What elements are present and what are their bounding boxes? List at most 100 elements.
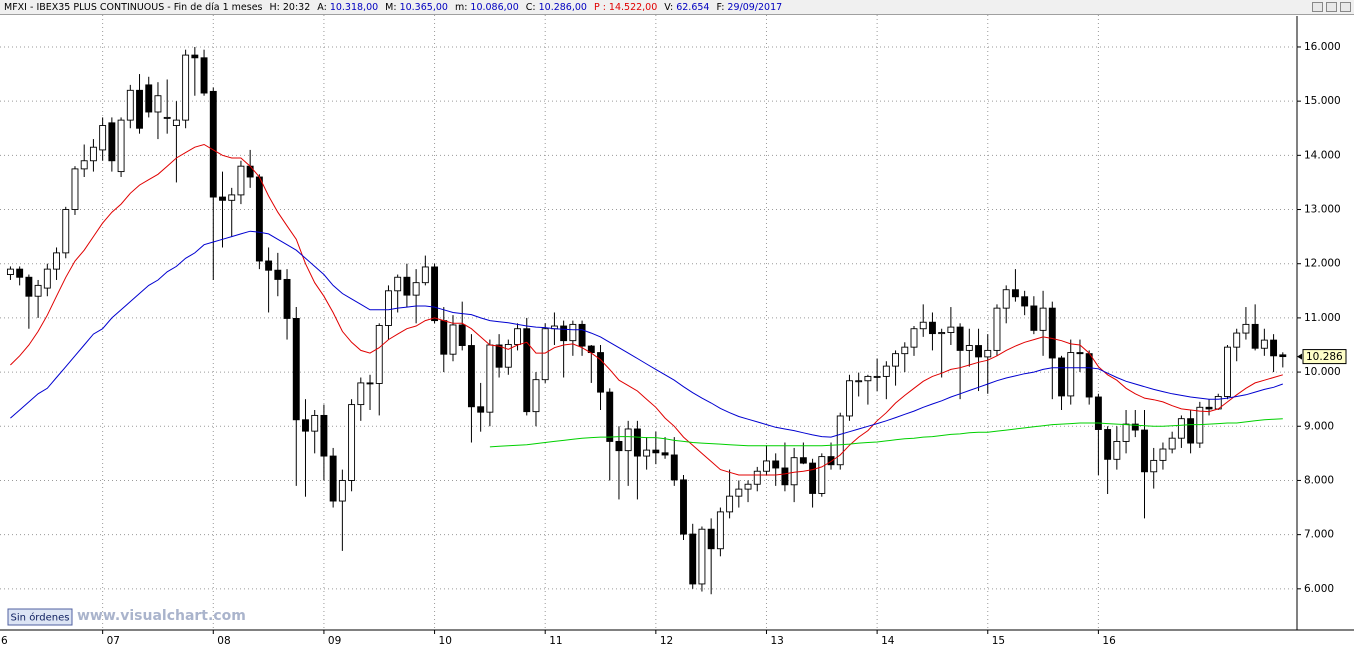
candle-body bbox=[99, 125, 107, 151]
candle-body bbox=[366, 382, 374, 385]
last-price-box bbox=[1302, 349, 1347, 365]
candle-body bbox=[219, 196, 226, 201]
candle-body bbox=[6, 268, 14, 275]
x-tick-label: 08 bbox=[217, 635, 230, 647]
maximize-button[interactable] bbox=[1326, 2, 1337, 12]
indicator-line bbox=[10, 143, 1283, 476]
candle-body bbox=[329, 455, 337, 502]
candle-body bbox=[523, 328, 531, 413]
candle-body bbox=[80, 160, 88, 170]
candle-body bbox=[1011, 289, 1019, 298]
x-tick-label: 15 bbox=[992, 635, 1005, 647]
candle-body bbox=[274, 269, 282, 280]
candle-body bbox=[790, 457, 798, 486]
candle-body bbox=[569, 323, 577, 342]
orders-button[interactable] bbox=[7, 608, 73, 626]
candle-body bbox=[458, 324, 466, 346]
header-title: MFXI - IBEX35 PLUS CONTINUOUS - Fin de d… bbox=[4, 2, 263, 13]
candle-body bbox=[633, 428, 641, 457]
candle-body bbox=[1196, 406, 1204, 444]
candle-body bbox=[43, 268, 51, 289]
candle-body bbox=[532, 379, 540, 413]
candle-body bbox=[1122, 423, 1130, 442]
candle-body bbox=[504, 343, 512, 368]
orders-button-label[interactable]: Sin órdenes bbox=[11, 612, 70, 624]
candle-body bbox=[1131, 423, 1139, 431]
candle-body bbox=[956, 326, 964, 351]
candle-body bbox=[910, 328, 918, 348]
candle-body bbox=[200, 57, 208, 94]
last-price-arrow bbox=[1297, 353, 1302, 360]
field-value: 62.654 bbox=[676, 2, 710, 13]
header-field: P :14.522,00 bbox=[594, 2, 657, 13]
candle-body bbox=[809, 462, 817, 494]
candle-body bbox=[163, 116, 171, 119]
candle-body bbox=[449, 324, 457, 355]
candle-body bbox=[89, 146, 97, 162]
candle-body bbox=[394, 276, 402, 292]
field-label: A: bbox=[317, 2, 327, 13]
candle-body bbox=[541, 328, 549, 381]
candle-body bbox=[357, 382, 365, 406]
candle-body bbox=[892, 353, 900, 367]
candle-body bbox=[1039, 307, 1047, 331]
candle-body bbox=[283, 278, 291, 319]
y-tick-label: 9.000 bbox=[1304, 420, 1334, 432]
candle-body bbox=[735, 488, 743, 497]
indicator-line bbox=[10, 230, 1283, 438]
candle-body bbox=[514, 328, 521, 345]
last-price-label: 10.286 bbox=[1306, 351, 1343, 363]
candle-body bbox=[670, 454, 678, 481]
header-field: m: 10.086,00 bbox=[455, 2, 519, 13]
plot bbox=[6, 46, 1287, 595]
candle-body bbox=[726, 495, 734, 513]
candle-body bbox=[209, 90, 217, 198]
candle-body bbox=[560, 325, 568, 342]
candle-body bbox=[1270, 339, 1278, 357]
candle-body bbox=[431, 266, 439, 322]
candle-body bbox=[661, 452, 669, 456]
x-tick-label: 13 bbox=[770, 635, 783, 647]
y-tick-label: 11.000 bbox=[1304, 312, 1341, 324]
watermark: www.visualchart.com bbox=[77, 608, 246, 624]
candle-body bbox=[182, 54, 190, 121]
field-label: V: bbox=[664, 2, 674, 13]
candle-body bbox=[836, 415, 844, 466]
header-fields: H: 20:32 A: 10.318,00 M: 10.365,00 m: 10.086,00… bbox=[263, 2, 783, 13]
candle-body bbox=[1141, 429, 1148, 473]
candle-body bbox=[338, 479, 346, 502]
candle-body bbox=[172, 119, 180, 126]
y-tick-label: 7.000 bbox=[1304, 529, 1334, 541]
y-tick-label: 10.000 bbox=[1304, 366, 1341, 378]
grid bbox=[0, 15, 1297, 630]
candle-body bbox=[689, 533, 697, 585]
candle-body bbox=[799, 457, 807, 464]
candle-body bbox=[34, 284, 42, 297]
field-label: P : bbox=[593, 2, 606, 13]
candle-body bbox=[292, 317, 300, 421]
indicator-line bbox=[489, 418, 1283, 448]
candle-body bbox=[1067, 352, 1075, 397]
x-tick-label: 07 bbox=[107, 635, 120, 647]
candle-body bbox=[772, 460, 780, 469]
candle-body bbox=[1150, 459, 1158, 473]
candle-body bbox=[1085, 353, 1093, 398]
candle-body bbox=[1224, 346, 1231, 397]
candle-body bbox=[136, 89, 143, 129]
candle-body bbox=[652, 449, 660, 454]
candle-body bbox=[698, 528, 706, 585]
y-tick-label: 15.000 bbox=[1304, 95, 1341, 107]
candle-body bbox=[1251, 323, 1259, 349]
candle-body bbox=[1021, 296, 1029, 307]
candle-body bbox=[348, 404, 356, 481]
candle-body bbox=[1058, 357, 1065, 397]
x-tick-label: 11 bbox=[549, 635, 562, 647]
close-button[interactable] bbox=[1340, 2, 1351, 12]
candle-body bbox=[108, 122, 116, 162]
field-value: 20:32 bbox=[282, 2, 311, 13]
y-tick-label: 14.000 bbox=[1304, 149, 1341, 161]
minimize-button[interactable] bbox=[1312, 2, 1323, 12]
field-label: F: bbox=[716, 2, 725, 13]
